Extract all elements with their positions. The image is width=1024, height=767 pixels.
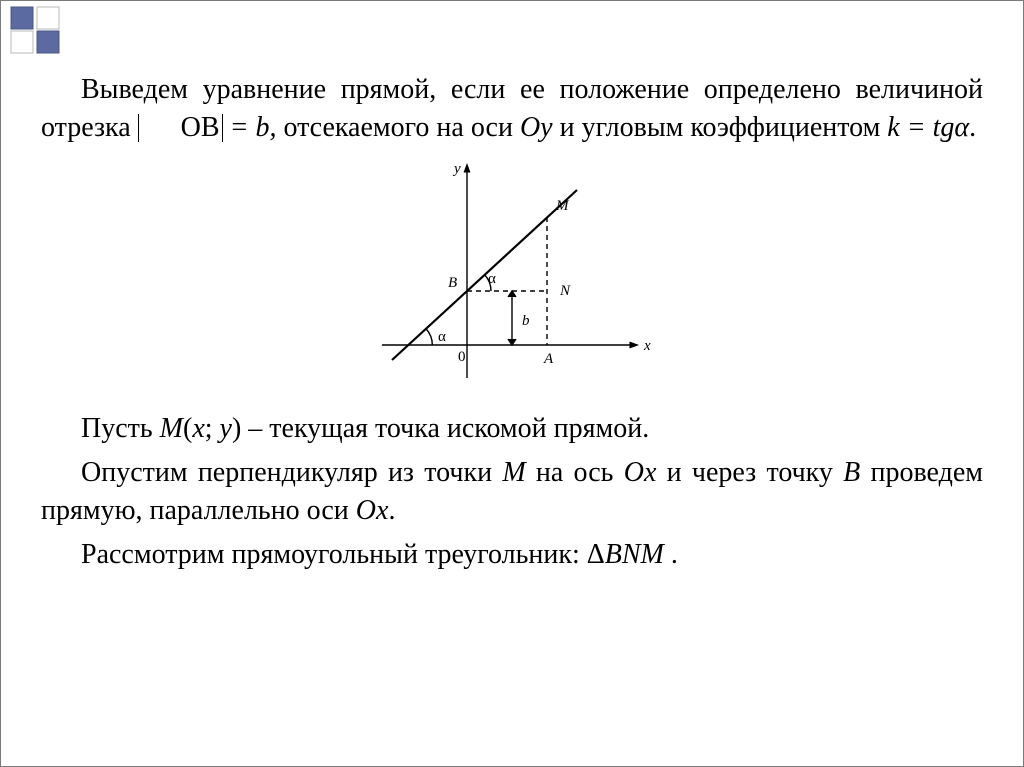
- BNM: BNM: [605, 539, 664, 570]
- text: и через точку: [656, 457, 843, 488]
- eq-b: = b,: [223, 112, 277, 143]
- text: на ось: [526, 457, 624, 488]
- text: Рассмотрим прямоугольный треугольник:: [81, 539, 587, 570]
- coords: (x; y): [183, 413, 241, 444]
- alpha: α: [954, 112, 969, 143]
- paragraph-1: Выведем уравнение прямой, если ее положе…: [41, 71, 983, 147]
- dot: .: [969, 112, 976, 143]
- svg-text:A: A: [543, 351, 554, 367]
- formula-ob-eq-b: OB = b,: [138, 112, 284, 143]
- dot: .: [664, 539, 678, 570]
- text: – текущая точка искомой прямой.: [241, 413, 649, 444]
- corner-decoration: [1, 1, 121, 61]
- var-OB: OB: [181, 112, 220, 143]
- svg-text:α: α: [488, 271, 496, 287]
- text: Опустим перпендикуляр из точки: [81, 457, 502, 488]
- var-M: M: [160, 413, 183, 444]
- svg-text:N: N: [559, 283, 571, 299]
- svg-text:x: x: [643, 338, 651, 354]
- k-eq-tg: k = tg: [887, 112, 954, 143]
- axis-Ox: Ox: [624, 457, 657, 488]
- svg-text:b: b: [522, 313, 530, 329]
- paragraph-3: Опустим перпендикуляр из точки M на ось …: [41, 454, 983, 530]
- formula-k-tg-alpha: k = tgα.: [887, 112, 976, 143]
- var-M: M: [502, 457, 525, 488]
- svg-text:B: B: [448, 275, 457, 291]
- line-slope-diagram: y x 0 B M N Ab α α: [362, 155, 662, 390]
- axis-Ox: Ox: [356, 495, 389, 526]
- slide-content: Выведем уравнение прямой, если ее положе…: [41, 71, 983, 580]
- text: и угловым коэффициентом: [553, 112, 888, 143]
- abs-bars: OB: [138, 114, 223, 142]
- svg-text:y: y: [452, 161, 461, 177]
- text: Пусть: [81, 413, 160, 444]
- text: отсекаемого на оси: [283, 112, 519, 143]
- axis-Oy: Oy: [520, 112, 553, 143]
- svg-text:M: M: [555, 198, 570, 214]
- formula-triangle-BNM: ΔBNM .: [587, 539, 678, 570]
- paragraph-2: Пусть M(x; y) – текущая точка искомой пр…: [41, 410, 983, 448]
- var-B: B: [843, 457, 860, 488]
- delta: Δ: [587, 539, 605, 570]
- text: .: [388, 495, 395, 526]
- svg-text:α: α: [438, 329, 446, 345]
- slide: Выведем уравнение прямой, если ее положе…: [0, 0, 1024, 767]
- paragraph-4: Рассмотрим прямоугольный треугольник: ΔB…: [41, 536, 983, 574]
- diagram-container: y x 0 B M N Ab α α: [41, 155, 983, 401]
- svg-text:0: 0: [458, 349, 466, 365]
